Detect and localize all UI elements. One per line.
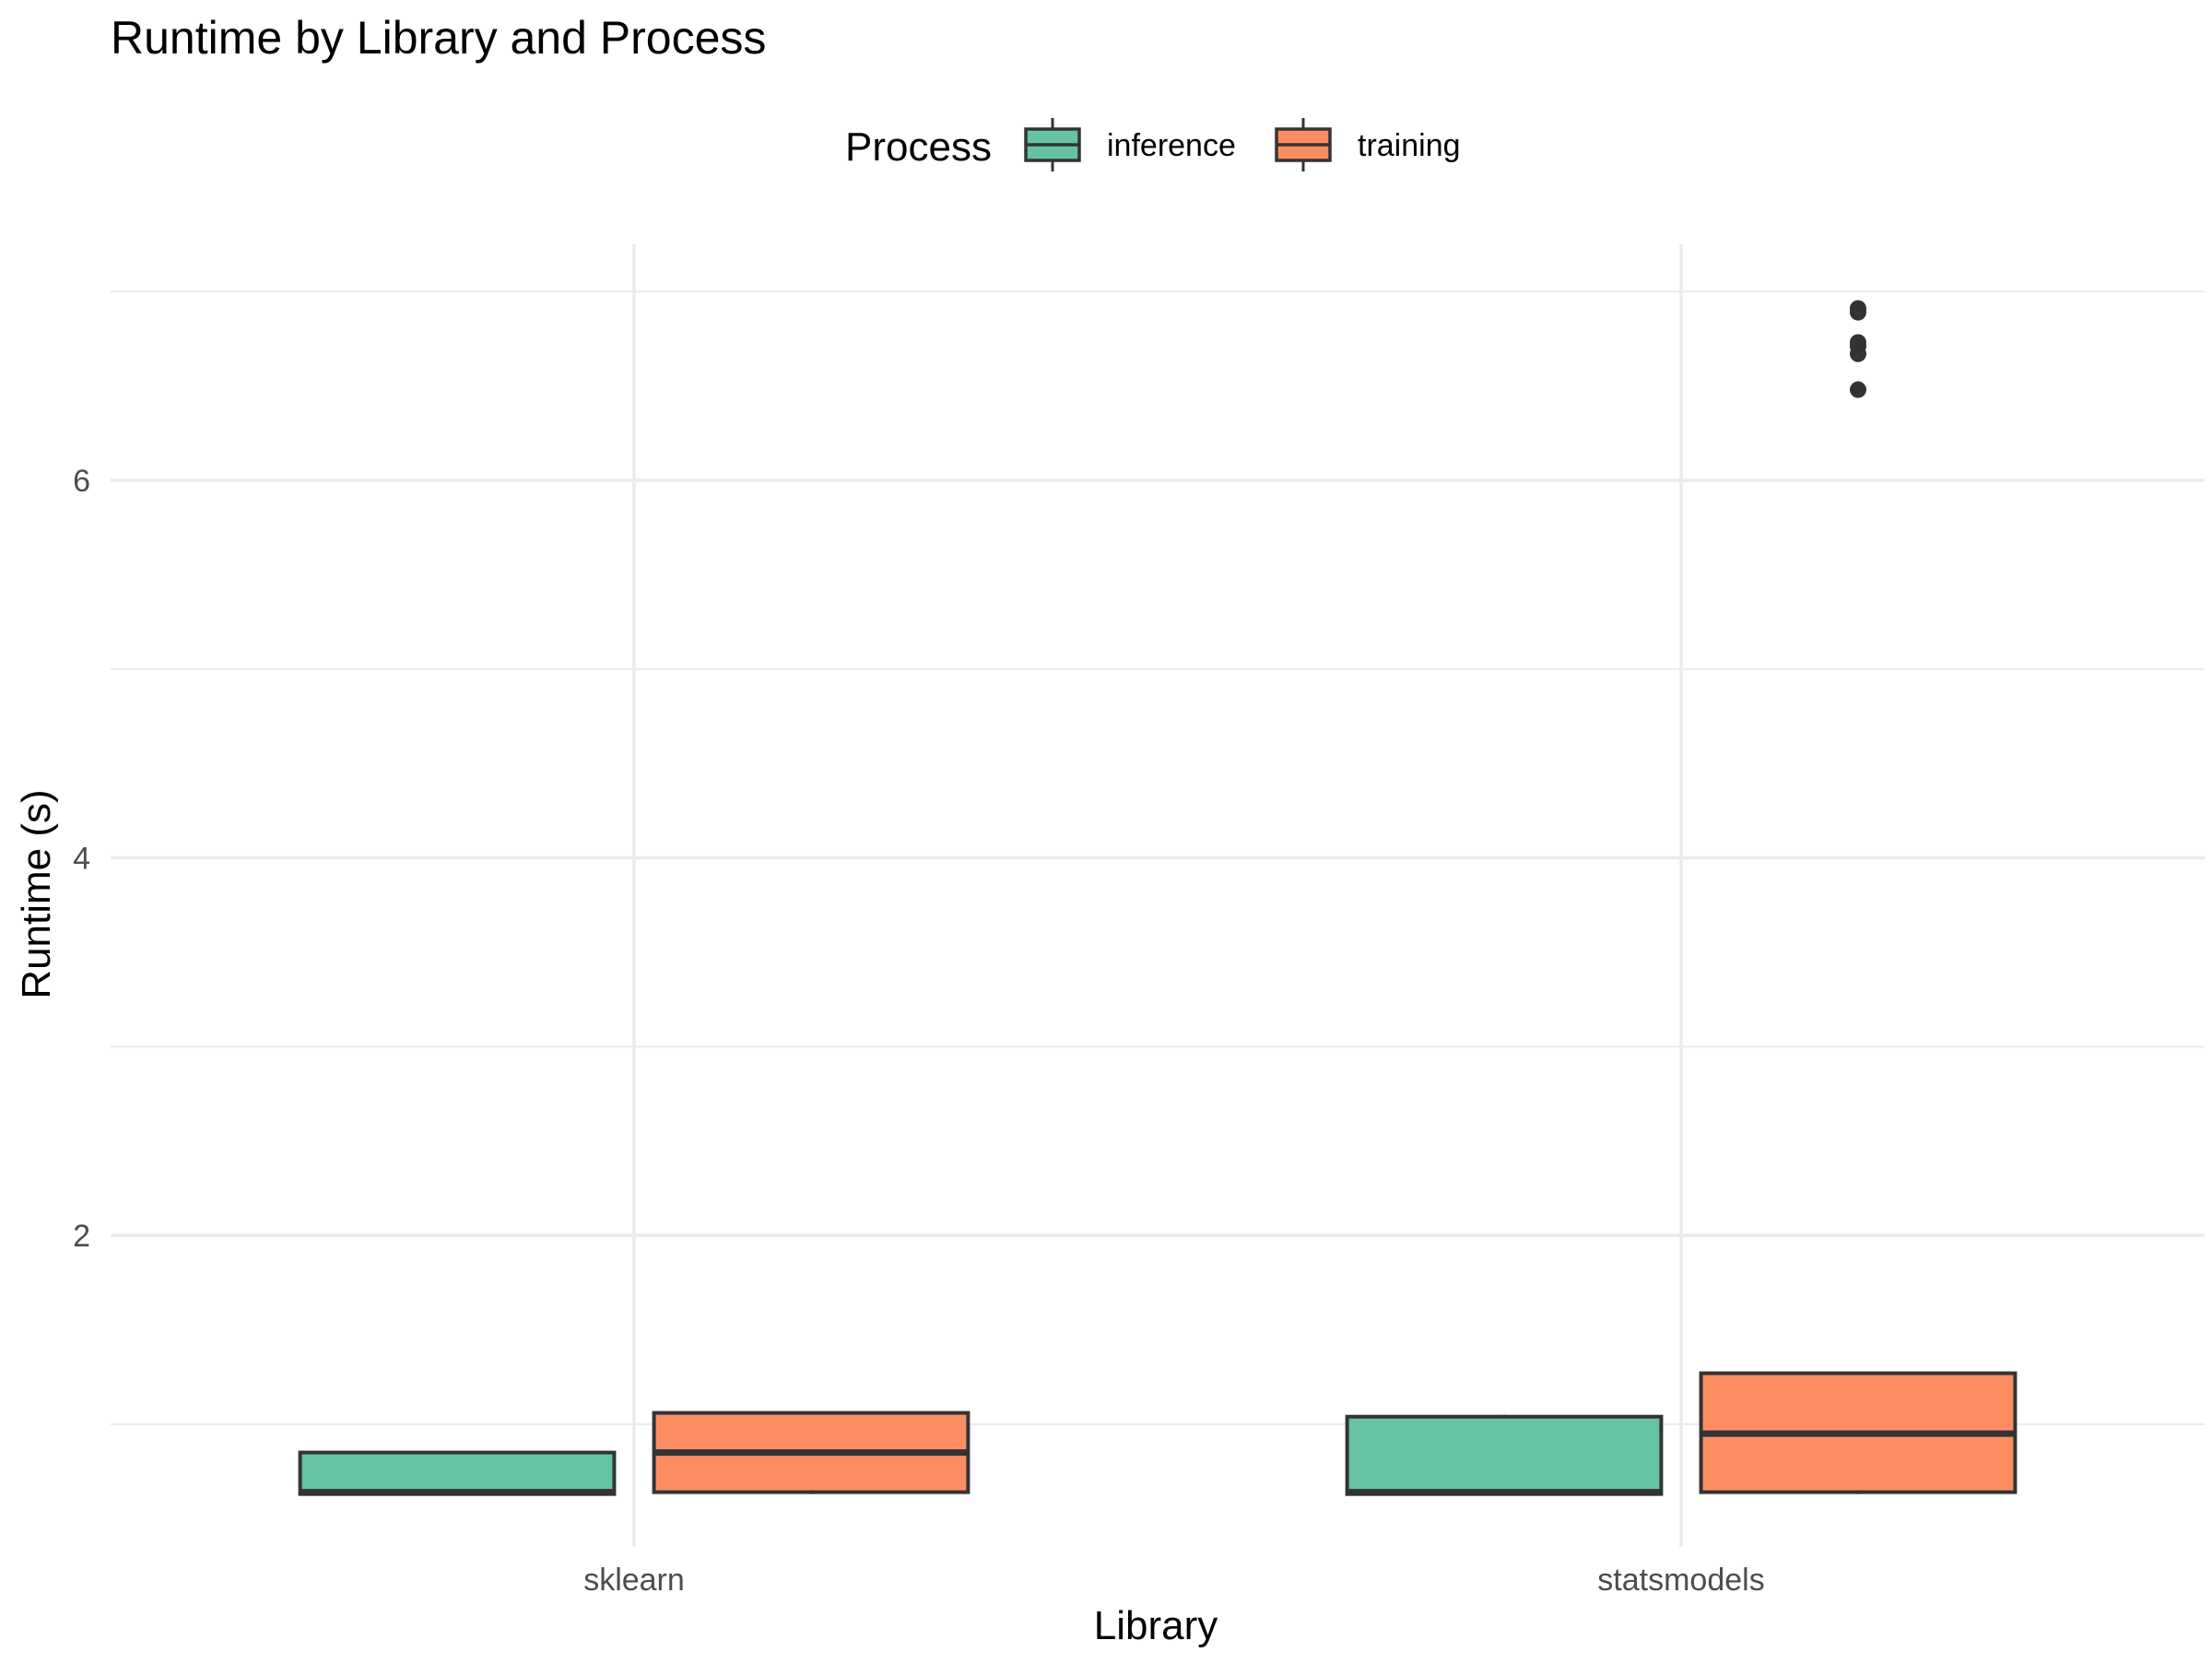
box-training-sklearn [652,1410,971,1494]
legend-label: training [1358,128,1461,163]
grid [111,244,2205,1547]
axes: 2 4 6 sklearn statsmodels [73,464,1765,1598]
x-axis-title: Library [1094,1603,1218,1648]
chart-title: Runtime by Library and Process [111,12,766,64]
x-tick-label: sklearn [583,1563,685,1598]
box-inference-statsmodels [1345,1414,1664,1496]
legend: Process inference training [845,118,1461,171]
outlier-point [1849,300,1866,317]
y-tick-label: 2 [73,1219,90,1254]
boxes [298,300,2018,1496]
box-training-statsmodels [1699,300,2018,1494]
legend-item-inference: inference [1024,118,1236,171]
outlier-point [1849,381,1866,398]
x-tick-label: statsmodels [1597,1563,1764,1598]
box-body [298,1450,617,1496]
legend-label: inference [1107,128,1236,163]
outlier-point [1849,334,1866,351]
legend-item-training: training [1275,118,1461,171]
y-tick-label: 6 [73,464,90,499]
box-inference-sklearn [298,1450,617,1496]
legend-title: Process [845,124,992,170]
legend-entries: inference training [1024,118,1461,171]
y-tick-label: 4 [73,842,90,877]
box-body [1345,1414,1664,1496]
y-axis-title: Runtime (s) [14,789,59,998]
